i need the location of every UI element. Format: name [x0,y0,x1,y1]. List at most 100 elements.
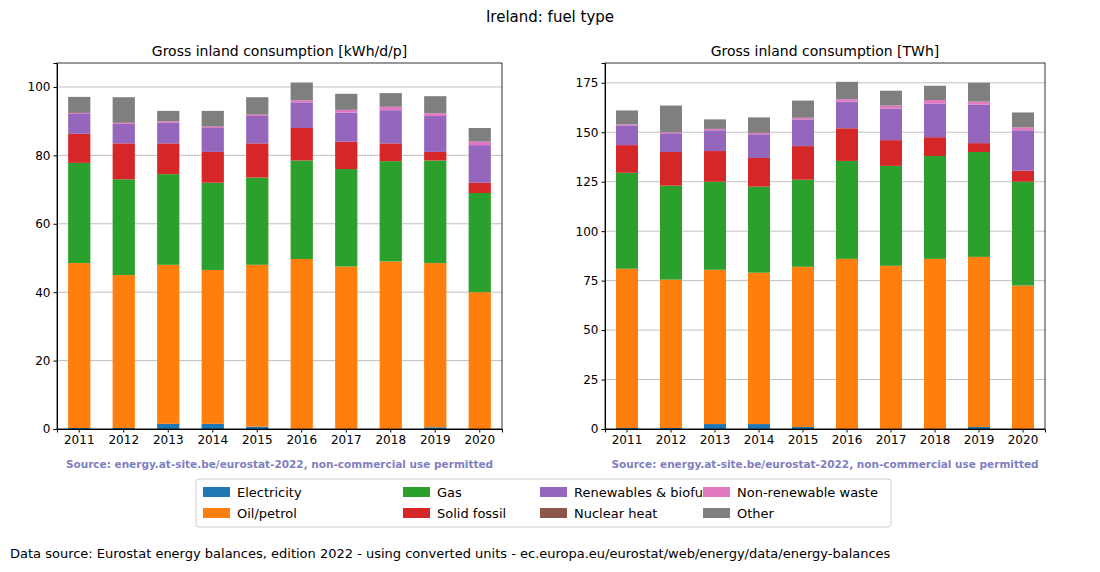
plot: ElectricityElectricityElectricityElectri… [28,43,503,470]
bar: Gas [335,169,357,266]
bar: Gas [113,179,135,275]
bar: Gas [380,161,402,261]
bar: Renewables & biofuel [202,128,224,152]
tick: 2017 [876,429,907,447]
bar: Other [246,97,268,114]
bar: Other [660,106,682,133]
bar: Electricity [202,424,224,429]
bar: Non-renewable waste [880,106,902,109]
bar: Oil/petrol [424,263,446,427]
bar: Solid fossil [704,151,726,182]
tick-label: 0 [591,422,599,436]
bar: Solid fossil [424,152,446,161]
tick: 2011 [64,429,95,447]
bar: Renewables & biofuel [704,130,726,151]
bar: Other [380,93,402,107]
tick-mark [602,231,606,232]
bar: Non-renewable waste [469,142,491,145]
tick-mark [168,429,169,433]
bars: ElectricityElectricityElectricityElectri… [68,82,491,429]
bar: Renewables & biofuel [748,134,770,158]
bar: Renewables & biofuel [157,123,179,144]
bar: Solid fossil [1012,171,1034,182]
tick-label: 2019 [964,433,995,447]
bar: Other [157,111,179,122]
bar: Gas [748,187,770,273]
tick: 2014 [197,429,228,447]
bar: Renewables & biofuel [1012,130,1034,171]
bar: Renewables & biofuel [424,116,446,152]
tick-mark [435,429,436,433]
legend-label: Solid fossil [437,506,506,521]
tick: 20 [35,354,57,368]
bar: Gas [246,178,268,265]
bar: Gas [291,160,313,259]
bar: Renewables & biofuel [968,105,990,144]
tick: 2018 [920,429,951,447]
bar: Solid fossil [246,143,268,177]
bar: Solid fossil [291,128,313,160]
bar: Gas [157,174,179,265]
tick-label: 60 [35,217,50,231]
series-bars: Renewables & biofuel Renewables & biofuel… [616,102,1034,171]
tick: 2017 [331,429,362,447]
tick: 50 [583,323,605,337]
tick-label: 2013 [153,433,184,447]
tick-mark [54,224,58,225]
grid [57,87,502,429]
bar: Renewables & biofuel [836,102,858,129]
legend-swatch [703,508,730,518]
tick-mark [54,155,58,156]
tick-mark [54,429,58,430]
bar: Oil/petrol [469,292,491,429]
tick: 2019 [420,429,451,447]
series-bars: Non-renewable wasteNon-renewable wasteNo… [616,99,1034,134]
bar: Renewables & biofuel [68,114,90,134]
bar: Nuclear heat [202,127,224,128]
bar: Other [880,91,902,106]
x-axis: 2011201220132014201520162017201820192020 [58,429,503,447]
bar: Oil/petrol [246,265,268,427]
tick-label: 100 [576,225,599,239]
bar: Other [792,101,814,118]
series-bars: Oil/petrolOil/petrolOil/petrolOil/petrol… [616,257,1034,429]
bar: Nuclear heat [704,130,726,131]
tick-mark [301,429,302,433]
bars: ElectricityElectricityElectricityElectri… [616,82,1034,429]
tick-mark [891,429,892,433]
tick-label: 150 [576,126,599,140]
tick-mark [602,83,606,84]
bar: Oil/petrol [792,267,814,427]
tick: 175 [576,76,605,90]
tick-label: 2020 [464,433,495,447]
tick-mark [479,429,480,433]
tick: 2012 [108,429,139,447]
bar: Solid fossil [968,143,990,152]
figure-title: Ireland: fuel type [486,8,614,26]
bar: Renewables & biofuel [660,133,682,152]
tick-mark [602,429,606,430]
bar: Electricity [704,424,726,429]
tick-label: 2012 [108,433,139,447]
series-bars: GasGasGasGasGasGasGasGasGasGas [68,160,491,292]
bar: Gas [968,152,990,257]
bar: Oil/petrol [748,273,770,424]
legend-box [196,479,891,527]
legend-swatch [703,487,730,497]
legend: ElectricityOil/petrolGasSolid fossilRene… [196,479,891,527]
tick-label: 2013 [700,433,731,447]
tick-mark [602,281,606,282]
tick-mark [79,429,80,433]
legend-entry: Gas [403,485,462,500]
bar: Solid fossil [880,140,902,166]
tick: 25 [583,373,605,387]
axis-line [54,64,58,430]
grid [605,83,1045,429]
bar: Solid fossil [616,145,638,173]
tick-mark [602,132,606,133]
source-note: Source: energy.at-site.be/eurostat-2022,… [611,458,1038,470]
bar: Other [968,83,990,102]
tick-mark [1023,429,1024,433]
legend-entry: Oil/petrol [203,506,297,521]
tick-label: 75 [583,274,598,288]
